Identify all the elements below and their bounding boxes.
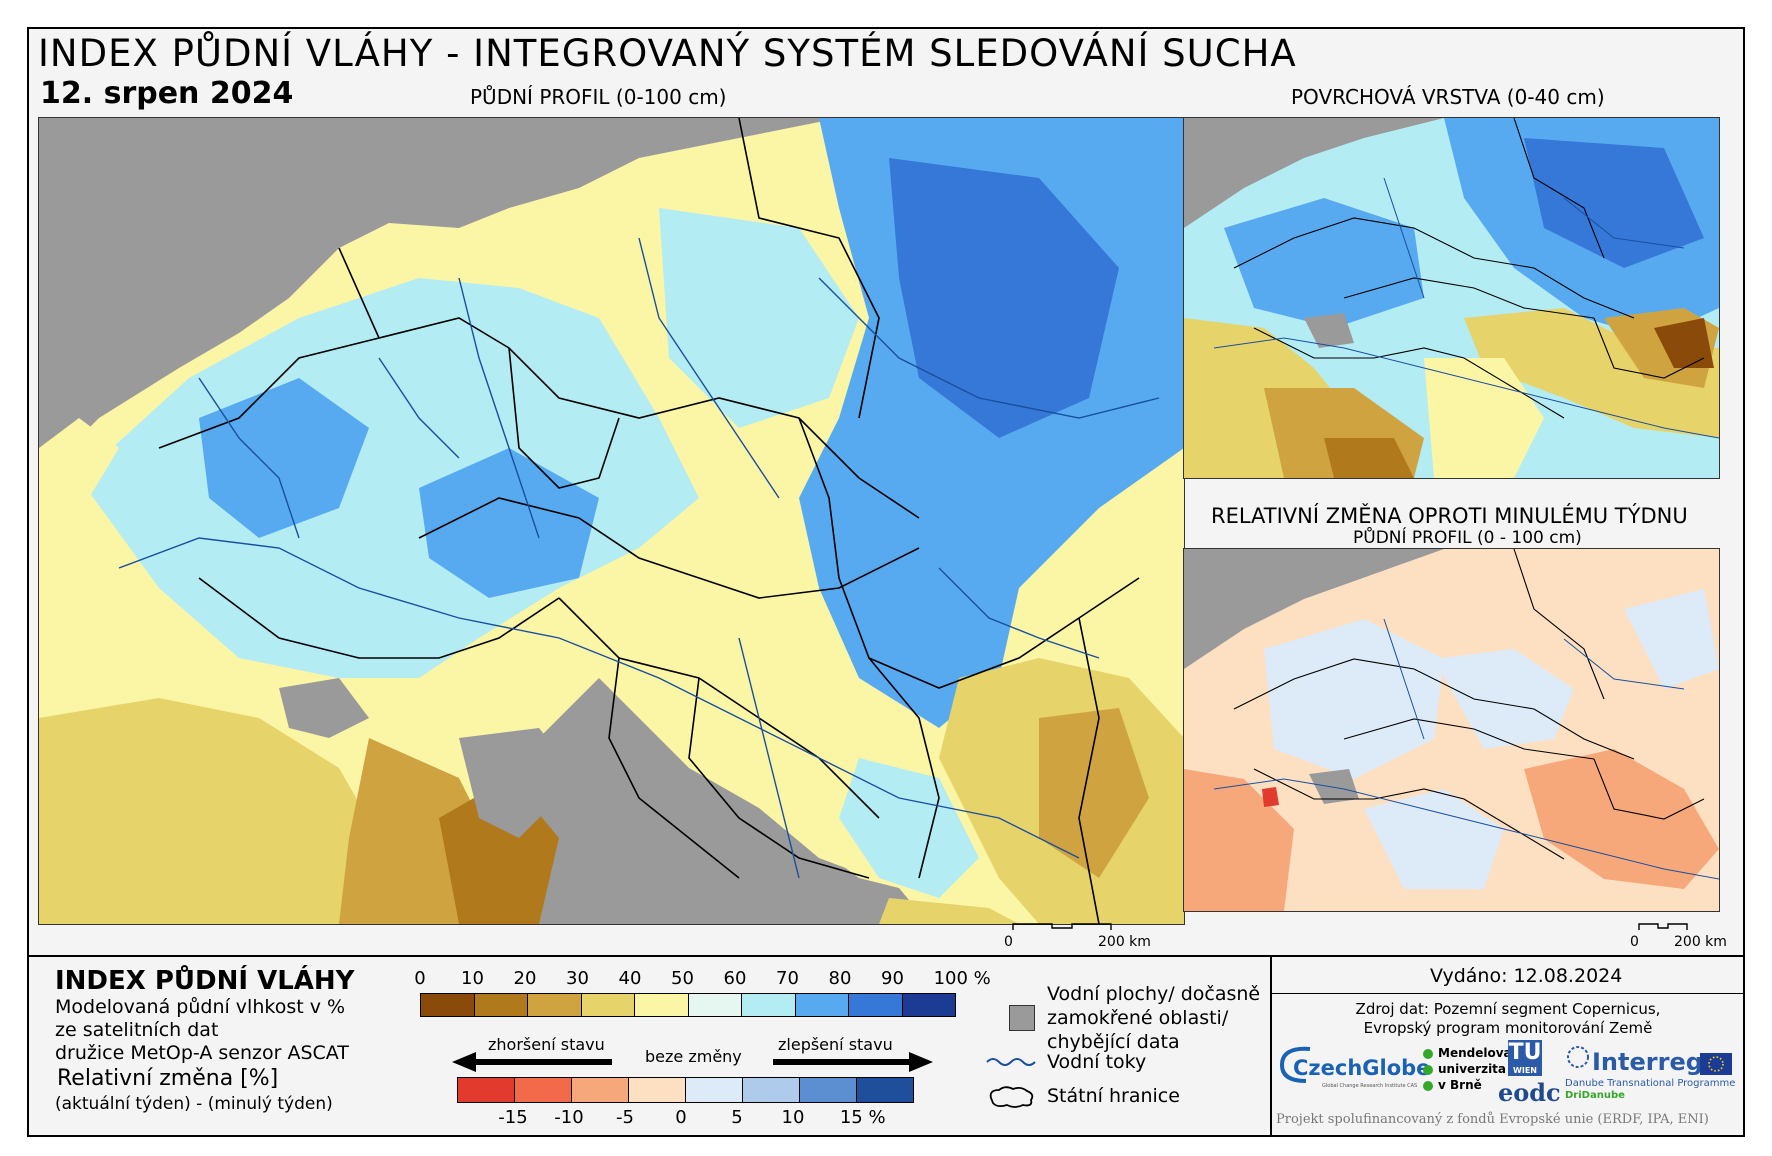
rivers-label: Vodní toky <box>1047 1051 1147 1073</box>
moisture-bar-swatch-5 <box>688 994 742 1016</box>
change-map-subtitle: PŮDNÍ PROFIL (0 - 100 cm) <box>1353 528 1582 548</box>
no-change-label: beze změny <box>645 1047 742 1066</box>
moisture-ticks-label: 40 <box>618 968 642 989</box>
worsening-arrow-icon <box>452 1052 612 1072</box>
issue-date-heading: 12. srpen 2024 <box>40 76 294 111</box>
relative-change-title: Relativní změna [%] <box>57 1066 279 1091</box>
footer-divider-vertical <box>1270 955 1272 1137</box>
moisture-bar-swatch-9 <box>902 994 955 1016</box>
moisture-bar-swatch-3 <box>581 994 635 1016</box>
footer-divider-horizontal <box>1270 993 1745 994</box>
moisture-bar-swatch-4 <box>635 994 689 1016</box>
relative-change-subtitle: (aktuální týden) - (minulý týden) <box>55 1094 333 1114</box>
change-bar-swatch-4 <box>686 1078 743 1102</box>
change-bar-swatch-6 <box>800 1078 857 1102</box>
river-line-icon <box>986 1058 1036 1066</box>
better-label: zlepšení stavu <box>778 1035 893 1054</box>
moisture-ticks-label: 80 <box>828 968 852 989</box>
moisture-bar-swatch-8 <box>849 994 903 1016</box>
czechglobe-subtitle: Global Change Research Institute CAS <box>1322 1083 1418 1089</box>
moisture-ticks-label: 30 <box>566 968 589 989</box>
relative-change-map <box>1183 548 1720 912</box>
mendel-line-1: Mendelova <box>1438 1046 1512 1060</box>
surface-layer-map <box>1183 117 1720 479</box>
page-title: INDEX PŮDNÍ VLÁHY - INTEGROVANÝ SYSTÉM S… <box>38 32 1297 75</box>
tu-wien-text: WIEN <box>1513 1066 1537 1075</box>
moisture-ticks-label: 60 <box>723 968 747 989</box>
main-scale-zero: 0 <box>1004 934 1013 950</box>
change-bar-swatch-0 <box>458 1078 515 1102</box>
moisture-ticks-label: 10 <box>461 968 484 989</box>
moisture-ticks-label: 0 <box>414 968 426 989</box>
change-ticks-label: -10 <box>554 1107 584 1128</box>
moisture-bar-swatch-0 <box>421 994 475 1016</box>
water-bodies-label-2: zamokřené oblasti/ <box>1047 1007 1229 1029</box>
moisture-bar-swatch-1 <box>474 994 528 1016</box>
change-bar-swatch-7 <box>857 1078 913 1102</box>
change-ticks-label: -5 <box>616 1107 634 1128</box>
change-bar-swatch-5 <box>743 1078 800 1102</box>
eu-flag-icon <box>1700 1053 1732 1075</box>
czechglobe-swoosh-icon <box>1279 1046 1311 1083</box>
mendel-dots-icon <box>1423 1049 1433 1091</box>
czechglobe-wordmark: CzechGlobe <box>1293 1056 1431 1080</box>
moisture-ticks-label: 20 <box>513 968 537 989</box>
change-map-title: RELATIVNÍ ZMĚNA OPROTI MINULÉMU TÝDNU <box>1211 504 1688 528</box>
interreg-wordmark: Interreg <box>1592 1048 1703 1076</box>
main-scale-end: 200 km <box>1098 934 1151 950</box>
missing-data-swatch <box>1009 1005 1035 1031</box>
legend-title: INDEX PŮDNÍ VLÁHY <box>55 966 355 996</box>
surface-map-title: POVRCHOVÁ VRSTVA (0-40 cm) <box>1291 85 1605 109</box>
legend-line-1: Modelovaná půdní vlhkost v % <box>55 996 346 1018</box>
change-scale-end: 200 km <box>1674 934 1727 950</box>
mendel-line-3: v Brně <box>1438 1078 1482 1092</box>
change-bar-swatch-3 <box>629 1078 686 1102</box>
change-ticks-label: 5 <box>731 1107 743 1128</box>
moisture-bar-swatch-7 <box>795 994 849 1016</box>
improvement-arrow-icon <box>773 1052 933 1072</box>
cofunding-note: Projekt spolufinancovaný z fondů Evropsk… <box>1276 1112 1709 1127</box>
change-bar-swatch-2 <box>572 1078 629 1102</box>
change-ticks-label: 15 % <box>839 1107 886 1128</box>
worse-label: zhoršení stavu <box>488 1035 605 1054</box>
water-bodies-label-3: chybějící data <box>1047 1031 1180 1053</box>
data-source-line-1: Zdroj dat: Pozemní segment Copernicus, <box>1355 1000 1661 1018</box>
water-bodies-label-1: Vodní plochy/ dočasně <box>1047 983 1261 1005</box>
legend-line-3: družice MetOp-A senzor ASCAT <box>55 1042 349 1064</box>
interreg-programme: Danube Transnational Programme <box>1565 1078 1736 1089</box>
change-ticks-label: 0 <box>675 1107 687 1128</box>
data-source-line-2: Evropský program monitorování Země <box>1363 1019 1653 1037</box>
change-colorbar <box>457 1077 914 1103</box>
change-bar-swatch-1 <box>515 1078 572 1102</box>
main-soil-moisture-map <box>38 117 1185 925</box>
moisture-bar-swatch-6 <box>742 994 796 1016</box>
tu-mark: TU <box>1508 1040 1542 1076</box>
moisture-ticks-label: 100 % <box>933 968 991 989</box>
moisture-bar-swatch-2 <box>528 994 582 1016</box>
issued-date: Vydáno: 12.08.2024 <box>1430 965 1623 987</box>
moisture-colorbar <box>420 993 956 1017</box>
interreg-project: DriDanube <box>1565 1090 1625 1101</box>
moisture-ticks-label: 50 <box>671 968 694 989</box>
interreg-sun-icon <box>1567 1046 1589 1068</box>
change-ticks-label: -15 <box>498 1107 528 1128</box>
legend-line-2: ze satelitních dat <box>55 1019 219 1041</box>
change-scale-zero: 0 <box>1630 934 1639 950</box>
eodc-logo: eodc <box>1498 1078 1561 1107</box>
border-outline-icon <box>989 1086 1034 1108</box>
moisture-ticks-label: 90 <box>881 968 904 989</box>
borders-label: Státní hranice <box>1047 1085 1180 1107</box>
change-ticks-label: 10 <box>781 1107 805 1128</box>
legend-divider <box>27 955 1745 957</box>
mendel-line-2: univerzita <box>1438 1062 1507 1076</box>
main-map-title: PŮDNÍ PROFIL (0-100 cm) <box>470 85 727 109</box>
moisture-ticks-label: 70 <box>776 968 799 989</box>
